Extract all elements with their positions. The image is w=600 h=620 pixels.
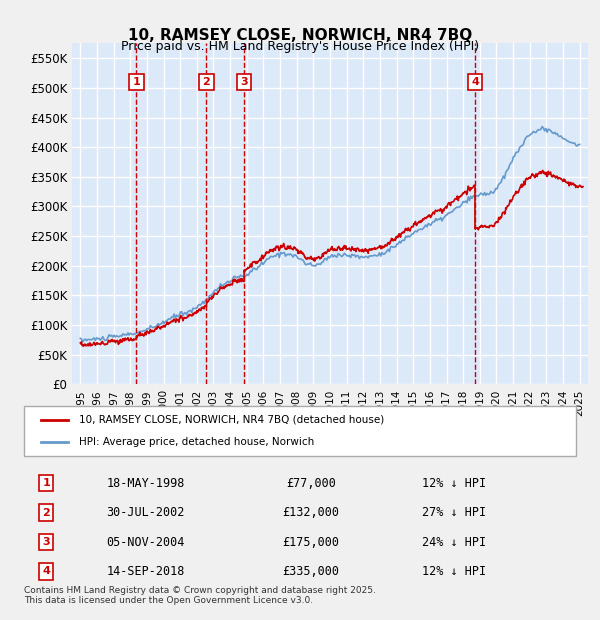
Text: £132,000: £132,000 bbox=[283, 506, 340, 519]
Text: 1: 1 bbox=[133, 77, 140, 87]
Text: Price paid vs. HM Land Registry's House Price Index (HPI): Price paid vs. HM Land Registry's House … bbox=[121, 40, 479, 53]
Text: 12% ↓ HPI: 12% ↓ HPI bbox=[422, 477, 487, 490]
Text: HPI: Average price, detached house, Norwich: HPI: Average price, detached house, Norw… bbox=[79, 437, 314, 447]
FancyBboxPatch shape bbox=[24, 406, 576, 456]
Text: 10, RAMSEY CLOSE, NORWICH, NR4 7BQ (detached house): 10, RAMSEY CLOSE, NORWICH, NR4 7BQ (deta… bbox=[79, 415, 385, 425]
Text: 10, RAMSEY CLOSE, NORWICH, NR4 7BQ: 10, RAMSEY CLOSE, NORWICH, NR4 7BQ bbox=[128, 28, 472, 43]
Text: 2: 2 bbox=[203, 77, 211, 87]
Text: 3: 3 bbox=[240, 77, 248, 87]
Text: 05-NOV-2004: 05-NOV-2004 bbox=[106, 536, 185, 549]
Text: 27% ↓ HPI: 27% ↓ HPI bbox=[422, 506, 487, 519]
Text: £77,000: £77,000 bbox=[286, 477, 336, 490]
Text: 18-MAY-1998: 18-MAY-1998 bbox=[106, 477, 185, 490]
Text: 2: 2 bbox=[42, 508, 50, 518]
Text: Contains HM Land Registry data © Crown copyright and database right 2025.
This d: Contains HM Land Registry data © Crown c… bbox=[24, 586, 376, 605]
Text: 30-JUL-2002: 30-JUL-2002 bbox=[106, 506, 185, 519]
Text: 14-SEP-2018: 14-SEP-2018 bbox=[106, 565, 185, 578]
Text: 1: 1 bbox=[42, 478, 50, 488]
Text: £335,000: £335,000 bbox=[283, 565, 340, 578]
Text: 4: 4 bbox=[471, 77, 479, 87]
Text: 3: 3 bbox=[42, 537, 50, 547]
Text: 12% ↓ HPI: 12% ↓ HPI bbox=[422, 565, 487, 578]
Text: 4: 4 bbox=[42, 567, 50, 577]
Text: 24% ↓ HPI: 24% ↓ HPI bbox=[422, 536, 487, 549]
Text: £175,000: £175,000 bbox=[283, 536, 340, 549]
